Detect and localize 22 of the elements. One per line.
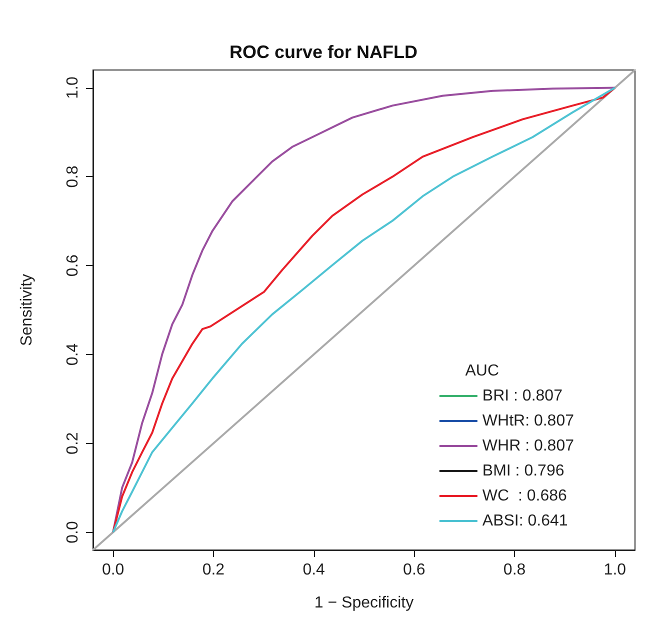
y-tick-label: 0.6: [64, 254, 82, 277]
legend-label: BMI : 0.796: [482, 462, 564, 480]
y-axis-title: Sensitivity: [18, 274, 36, 346]
legend-title: AUC: [465, 362, 499, 380]
legend-label: WHtR: 0.807: [482, 412, 574, 430]
legend-label: BRI : 0.807: [482, 388, 563, 404]
chart-title: ROC curve for NAFLD: [229, 42, 418, 62]
legend-label: WHR : 0.807: [482, 438, 574, 454]
legend-label: WC : 0.686: [482, 488, 567, 504]
y-tick-label: 0.8: [64, 165, 82, 188]
y-tick-label: 0.0: [64, 521, 82, 544]
x-tick-label: 1.0: [604, 562, 626, 578]
x-tick-label: 0.4: [302, 562, 326, 578]
x-tick-label: 0.6: [403, 562, 426, 578]
legend-label: ABSI: 0.641: [482, 512, 568, 530]
x-tick-label: 0.2: [202, 562, 225, 578]
y-tick-label: 1.0: [64, 76, 82, 99]
y-tick-label: 0.4: [64, 343, 82, 366]
x-tick-label: 0.0: [102, 562, 124, 578]
y-tick-label: 0.2: [64, 432, 82, 454]
x-axis-title: 1 − Specificity: [314, 594, 414, 612]
x-tick-label: 0.8: [503, 562, 526, 578]
